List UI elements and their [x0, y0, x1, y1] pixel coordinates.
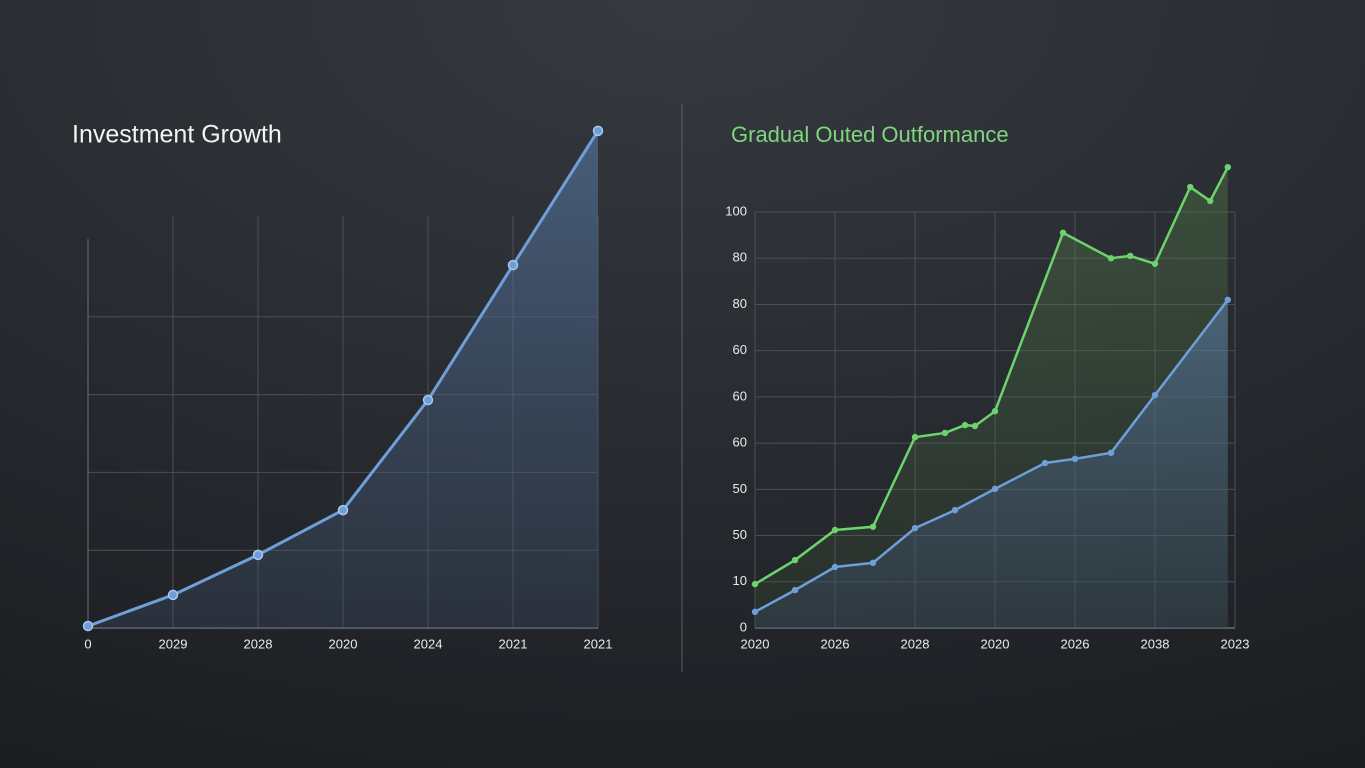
x-tick-label: 2026	[1061, 636, 1090, 651]
point	[1224, 296, 1232, 304]
point	[971, 422, 979, 430]
area	[88, 130, 598, 628]
point	[791, 586, 799, 594]
x-tick-label: 2020	[329, 636, 358, 651]
point	[1071, 455, 1079, 463]
point	[869, 559, 877, 567]
area	[755, 299, 1228, 628]
point	[1207, 197, 1214, 205]
point	[941, 429, 949, 437]
x-tick-label: 2038	[1141, 636, 1170, 651]
chart-title: Investment Growth	[72, 121, 282, 149]
point	[252, 549, 264, 561]
line	[754, 166, 1229, 586]
point	[1107, 255, 1115, 262]
point	[991, 408, 999, 415]
point	[507, 259, 519, 271]
y-tick-label: 60	[733, 435, 747, 450]
y-tick-label: 50	[733, 481, 747, 496]
point	[167, 589, 179, 601]
x-tick-label: 2020	[981, 636, 1010, 651]
y-tick-label: 80	[733, 250, 747, 265]
x-tick-label: 0	[84, 636, 91, 651]
point	[1187, 183, 1194, 191]
line	[754, 299, 1229, 613]
y-tick-label: 50	[733, 527, 747, 542]
x-tick-label: 2024	[414, 636, 443, 651]
x-tick-label: 2029	[159, 636, 188, 651]
point	[1151, 260, 1159, 267]
point	[831, 526, 839, 534]
point	[751, 608, 759, 616]
point	[911, 433, 919, 441]
x-tick-label: 2021	[584, 636, 613, 651]
y-tick-label: 10	[733, 573, 747, 588]
point	[791, 556, 799, 564]
y-tick-label: 0	[740, 619, 747, 634]
point	[961, 421, 969, 429]
x-tick-label: 2026	[821, 636, 850, 651]
point	[422, 394, 434, 406]
point	[337, 504, 349, 516]
x-tick-label: 2021	[499, 636, 528, 651]
point	[869, 523, 877, 530]
point	[1059, 229, 1067, 236]
y-tick-label: 100	[725, 203, 747, 218]
point	[991, 485, 999, 493]
point	[831, 563, 839, 571]
point	[82, 620, 94, 632]
x-tick-label: 2023	[1221, 636, 1250, 651]
y-tick-label: 80	[733, 296, 747, 311]
point	[1151, 391, 1159, 399]
x-tick-label: 2028	[901, 636, 930, 651]
point	[1107, 449, 1115, 457]
point	[1127, 252, 1134, 260]
point	[951, 506, 959, 514]
x-tick-label: 2020	[741, 636, 770, 651]
point	[592, 125, 604, 137]
y-tick-label: 60	[733, 388, 747, 403]
x-tick-label: 2028	[244, 636, 273, 651]
point	[751, 580, 759, 588]
y-tick-label: 60	[733, 342, 747, 357]
point	[1041, 459, 1049, 467]
chart-title: Gradual Outed Outformance	[731, 122, 1009, 147]
point	[1224, 163, 1232, 171]
point	[911, 524, 919, 532]
